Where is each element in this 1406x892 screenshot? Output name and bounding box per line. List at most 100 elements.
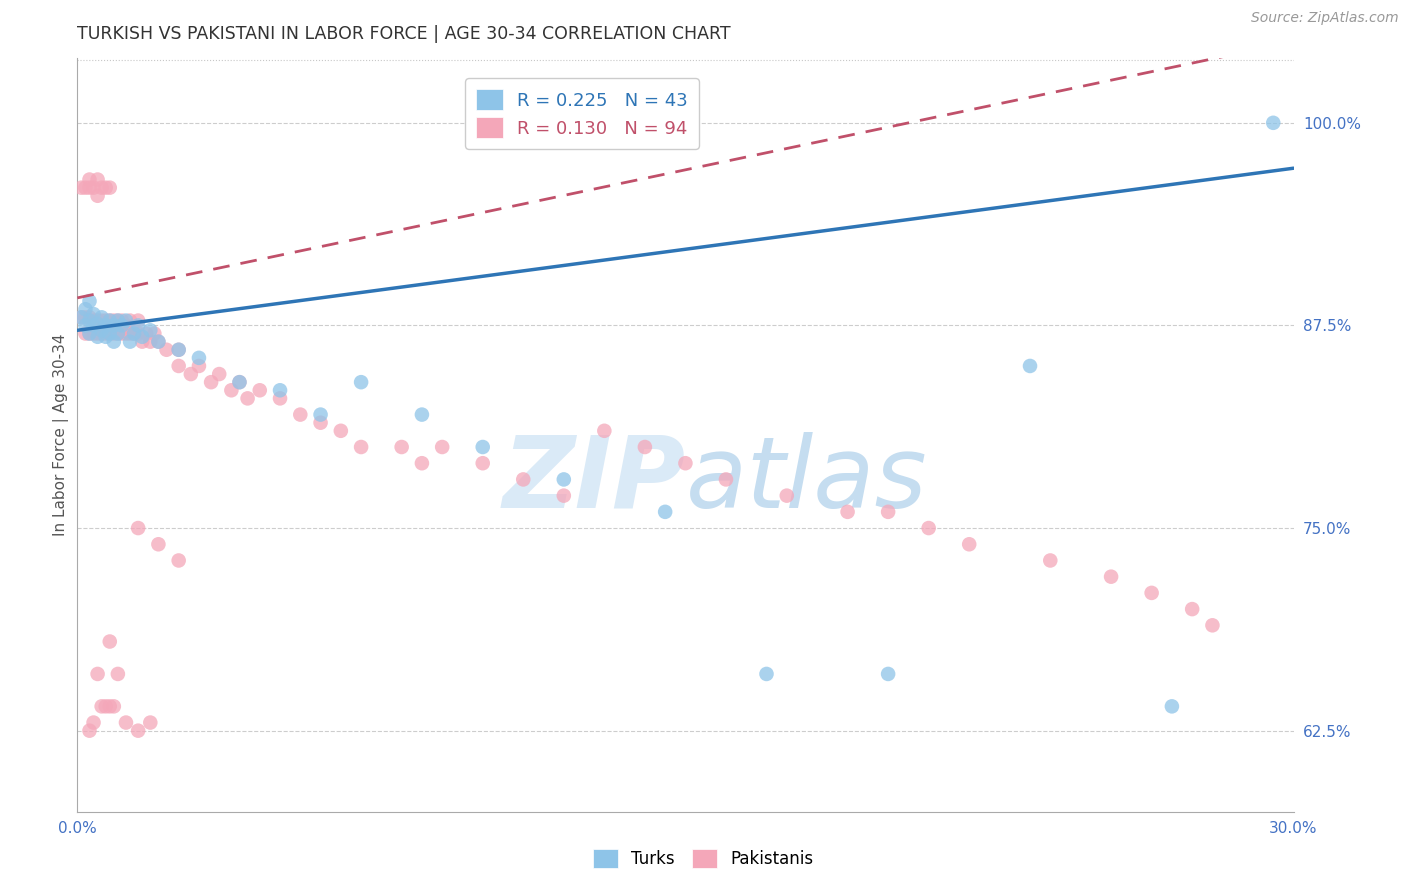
Point bbox=[228, 375, 250, 389]
Point bbox=[350, 440, 373, 454]
Point bbox=[188, 351, 211, 365]
Point bbox=[127, 326, 149, 341]
Point bbox=[131, 330, 153, 344]
Point bbox=[131, 334, 153, 349]
Point bbox=[167, 359, 190, 373]
Point bbox=[115, 318, 138, 333]
Point bbox=[90, 310, 112, 325]
Point bbox=[512, 472, 534, 486]
Point bbox=[553, 489, 575, 503]
Point bbox=[471, 440, 494, 454]
Point bbox=[83, 307, 105, 321]
Text: atlas: atlas bbox=[686, 432, 927, 529]
Legend: R = 0.225   N = 43, R = 0.130   N = 94: R = 0.225 N = 43, R = 0.130 N = 94 bbox=[465, 78, 699, 149]
Point bbox=[98, 180, 121, 194]
Point bbox=[103, 313, 125, 327]
Point bbox=[1039, 553, 1062, 567]
Y-axis label: In Labor Force | Age 30-34: In Labor Force | Age 30-34 bbox=[53, 334, 69, 536]
Point bbox=[75, 310, 97, 325]
Point bbox=[118, 334, 141, 349]
Point bbox=[675, 456, 697, 470]
Point bbox=[83, 715, 105, 730]
Point bbox=[269, 384, 291, 398]
Point bbox=[155, 343, 177, 357]
Point bbox=[1019, 359, 1042, 373]
Point bbox=[79, 180, 101, 194]
Point bbox=[411, 408, 433, 422]
Point bbox=[79, 326, 101, 341]
Point bbox=[118, 313, 141, 327]
Point bbox=[877, 667, 900, 681]
Point bbox=[79, 310, 101, 325]
Point bbox=[118, 326, 141, 341]
Point bbox=[1140, 586, 1163, 600]
Point bbox=[200, 375, 222, 389]
Point bbox=[115, 313, 138, 327]
Point bbox=[75, 318, 97, 333]
Point bbox=[103, 326, 125, 341]
Point bbox=[1161, 699, 1184, 714]
Point bbox=[350, 375, 373, 389]
Point bbox=[432, 440, 454, 454]
Point bbox=[290, 408, 312, 422]
Point bbox=[79, 172, 101, 186]
Point bbox=[411, 456, 433, 470]
Point bbox=[94, 318, 117, 333]
Point bbox=[167, 343, 190, 357]
Point bbox=[309, 408, 332, 422]
Point bbox=[90, 326, 112, 341]
Point bbox=[111, 318, 134, 333]
Point bbox=[918, 521, 941, 535]
Point bbox=[143, 326, 166, 341]
Point bbox=[94, 699, 117, 714]
Point bbox=[122, 326, 145, 341]
Point bbox=[553, 472, 575, 486]
Point bbox=[75, 326, 97, 341]
Point bbox=[1263, 116, 1285, 130]
Point bbox=[94, 330, 117, 344]
Point bbox=[90, 323, 112, 337]
Point bbox=[90, 313, 112, 327]
Point bbox=[90, 180, 112, 194]
Point bbox=[94, 313, 117, 327]
Point bbox=[79, 313, 101, 327]
Text: ZIP: ZIP bbox=[502, 432, 686, 529]
Point bbox=[167, 553, 190, 567]
Point bbox=[139, 334, 162, 349]
Point bbox=[471, 456, 494, 470]
Point bbox=[79, 326, 101, 341]
Point bbox=[714, 472, 737, 486]
Point bbox=[208, 367, 231, 381]
Point bbox=[249, 384, 271, 398]
Point bbox=[83, 313, 105, 327]
Point bbox=[107, 313, 129, 327]
Point bbox=[94, 180, 117, 194]
Point bbox=[115, 326, 138, 341]
Point bbox=[180, 367, 202, 381]
Point bbox=[837, 505, 859, 519]
Point bbox=[634, 440, 657, 454]
Point bbox=[83, 326, 105, 341]
Point bbox=[107, 326, 129, 341]
Point bbox=[98, 634, 121, 648]
Point bbox=[103, 318, 125, 333]
Point bbox=[83, 318, 105, 333]
Point bbox=[755, 667, 778, 681]
Point bbox=[957, 537, 980, 551]
Point bbox=[776, 489, 799, 503]
Point bbox=[115, 715, 138, 730]
Point bbox=[107, 313, 129, 327]
Point bbox=[391, 440, 413, 454]
Point bbox=[269, 392, 291, 406]
Point bbox=[86, 326, 108, 341]
Point bbox=[877, 505, 900, 519]
Point bbox=[98, 326, 121, 341]
Point bbox=[70, 180, 93, 194]
Point bbox=[70, 310, 93, 325]
Point bbox=[107, 326, 129, 341]
Point bbox=[1201, 618, 1223, 632]
Point bbox=[148, 334, 170, 349]
Point bbox=[79, 294, 101, 309]
Point bbox=[86, 313, 108, 327]
Point bbox=[309, 416, 332, 430]
